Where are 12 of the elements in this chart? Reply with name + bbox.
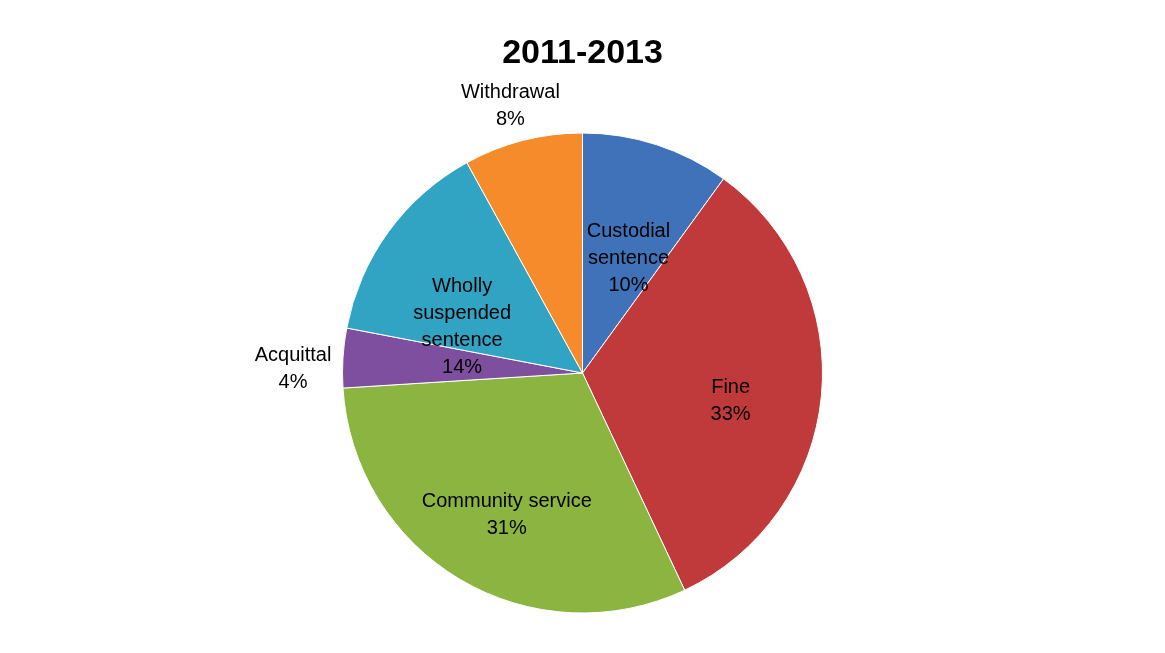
slice-label: Community service [421, 489, 592, 512]
data-label: 10% [608, 273, 649, 296]
slice-label: Withdrawal [460, 80, 560, 103]
data-label: 31% [486, 516, 527, 539]
chart-title: 2011-2013 [502, 32, 663, 71]
slice-label: Acquittal [254, 342, 332, 365]
data-label: 4% [278, 369, 308, 392]
data-label: 14% [442, 354, 483, 377]
slice-label: Wholly suspended sentence [413, 273, 512, 350]
data-label: 33% [710, 402, 751, 424]
data-label: 8% [495, 107, 526, 130]
slice-label: Fine [711, 375, 751, 397]
